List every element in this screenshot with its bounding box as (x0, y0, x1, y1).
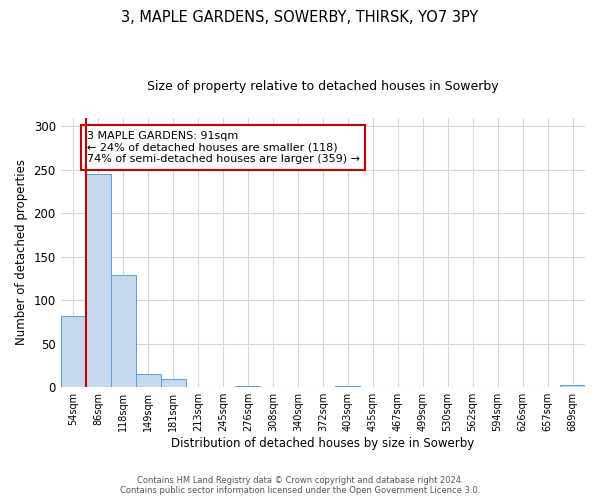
Bar (335, 386, 360, 387)
Text: Contains HM Land Registry data © Crown copyright and database right 2024.
Contai: Contains HM Land Registry data © Crown c… (120, 476, 480, 495)
Bar (86, 174, 110, 387)
Bar (136, 374, 161, 387)
Title: Size of property relative to detached houses in Sowerby: Size of property relative to detached ho… (147, 80, 499, 93)
Text: 3, MAPLE GARDENS, SOWERBY, THIRSK, YO7 3PY: 3, MAPLE GARDENS, SOWERBY, THIRSK, YO7 3… (121, 10, 479, 25)
Bar (560, 386, 585, 387)
Text: 3 MAPLE GARDENS: 91sqm
← 24% of detached houses are smaller (118)
74% of semi-de: 3 MAPLE GARDENS: 91sqm ← 24% of detached… (87, 131, 360, 164)
Bar (235, 386, 260, 387)
X-axis label: Distribution of detached houses by size in Sowerby: Distribution of detached houses by size … (171, 437, 475, 450)
Y-axis label: Number of detached properties: Number of detached properties (15, 160, 28, 346)
Bar (161, 380, 185, 387)
Bar (110, 275, 136, 387)
Bar (61, 316, 86, 387)
